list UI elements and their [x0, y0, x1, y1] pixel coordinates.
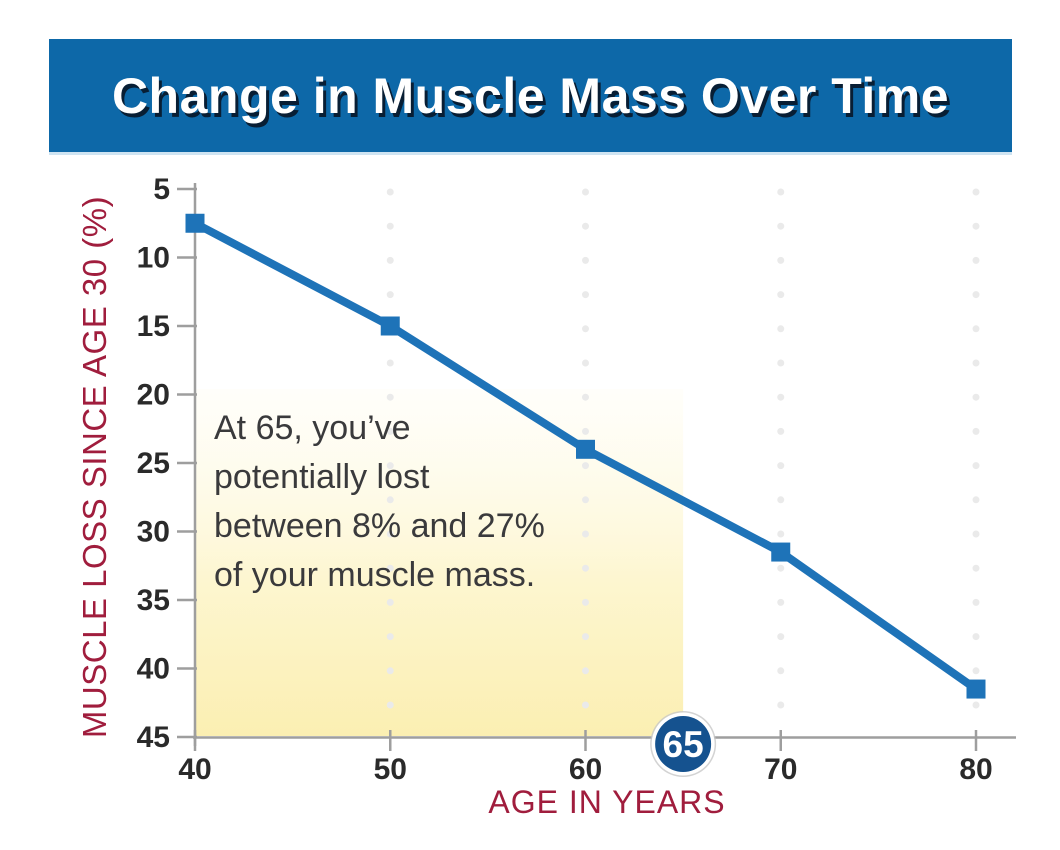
title-banner: Change in Muscle Mass Over Time — [49, 39, 1012, 155]
annotation-line: potentially lost — [214, 458, 430, 496]
x-tick-label: 70 — [764, 753, 797, 786]
x-tick-label: 60 — [569, 753, 602, 786]
annotation-line: between 8% and 27% — [214, 507, 545, 545]
chart-title: Change in Muscle Mass Over Time — [111, 67, 950, 124]
y-axis-title: MUSCLE LOSS SINCE AGE 30 (%) — [76, 195, 113, 739]
y-tick-label: 45 — [137, 721, 170, 754]
data-point-marker — [185, 213, 205, 233]
y-tick-label: 20 — [137, 379, 170, 412]
y-tick-label: 35 — [137, 584, 170, 617]
annotation-line: At 65, you’ve — [214, 409, 411, 447]
data-point-marker — [380, 316, 400, 336]
highlight-region — [196, 389, 684, 736]
y-tick-label: 25 — [137, 447, 170, 480]
y-tick-label: 40 — [137, 653, 170, 686]
x-tick-label: 40 — [178, 753, 211, 786]
y-tick-label: 15 — [137, 310, 170, 343]
x-axis-title: AGE IN YEARS — [488, 784, 726, 820]
data-point-marker — [966, 679, 986, 699]
badge-label: 65 — [663, 724, 704, 765]
age-65-badge: 65 — [650, 711, 717, 777]
y-tick-label: 30 — [137, 516, 170, 549]
x-tick-label: 80 — [959, 753, 992, 786]
annotation-line: of your muscle mass. — [214, 556, 536, 594]
data-point-marker — [576, 439, 595, 459]
x-tick-label: 50 — [374, 753, 407, 786]
data-point-marker — [771, 542, 791, 562]
annotation-callout: At 65, you’ve potentially lost between 8… — [214, 404, 545, 600]
badge-circle — [655, 716, 712, 772]
y-tick-label: 10 — [137, 242, 170, 275]
y-tick-label: 5 — [153, 173, 170, 206]
